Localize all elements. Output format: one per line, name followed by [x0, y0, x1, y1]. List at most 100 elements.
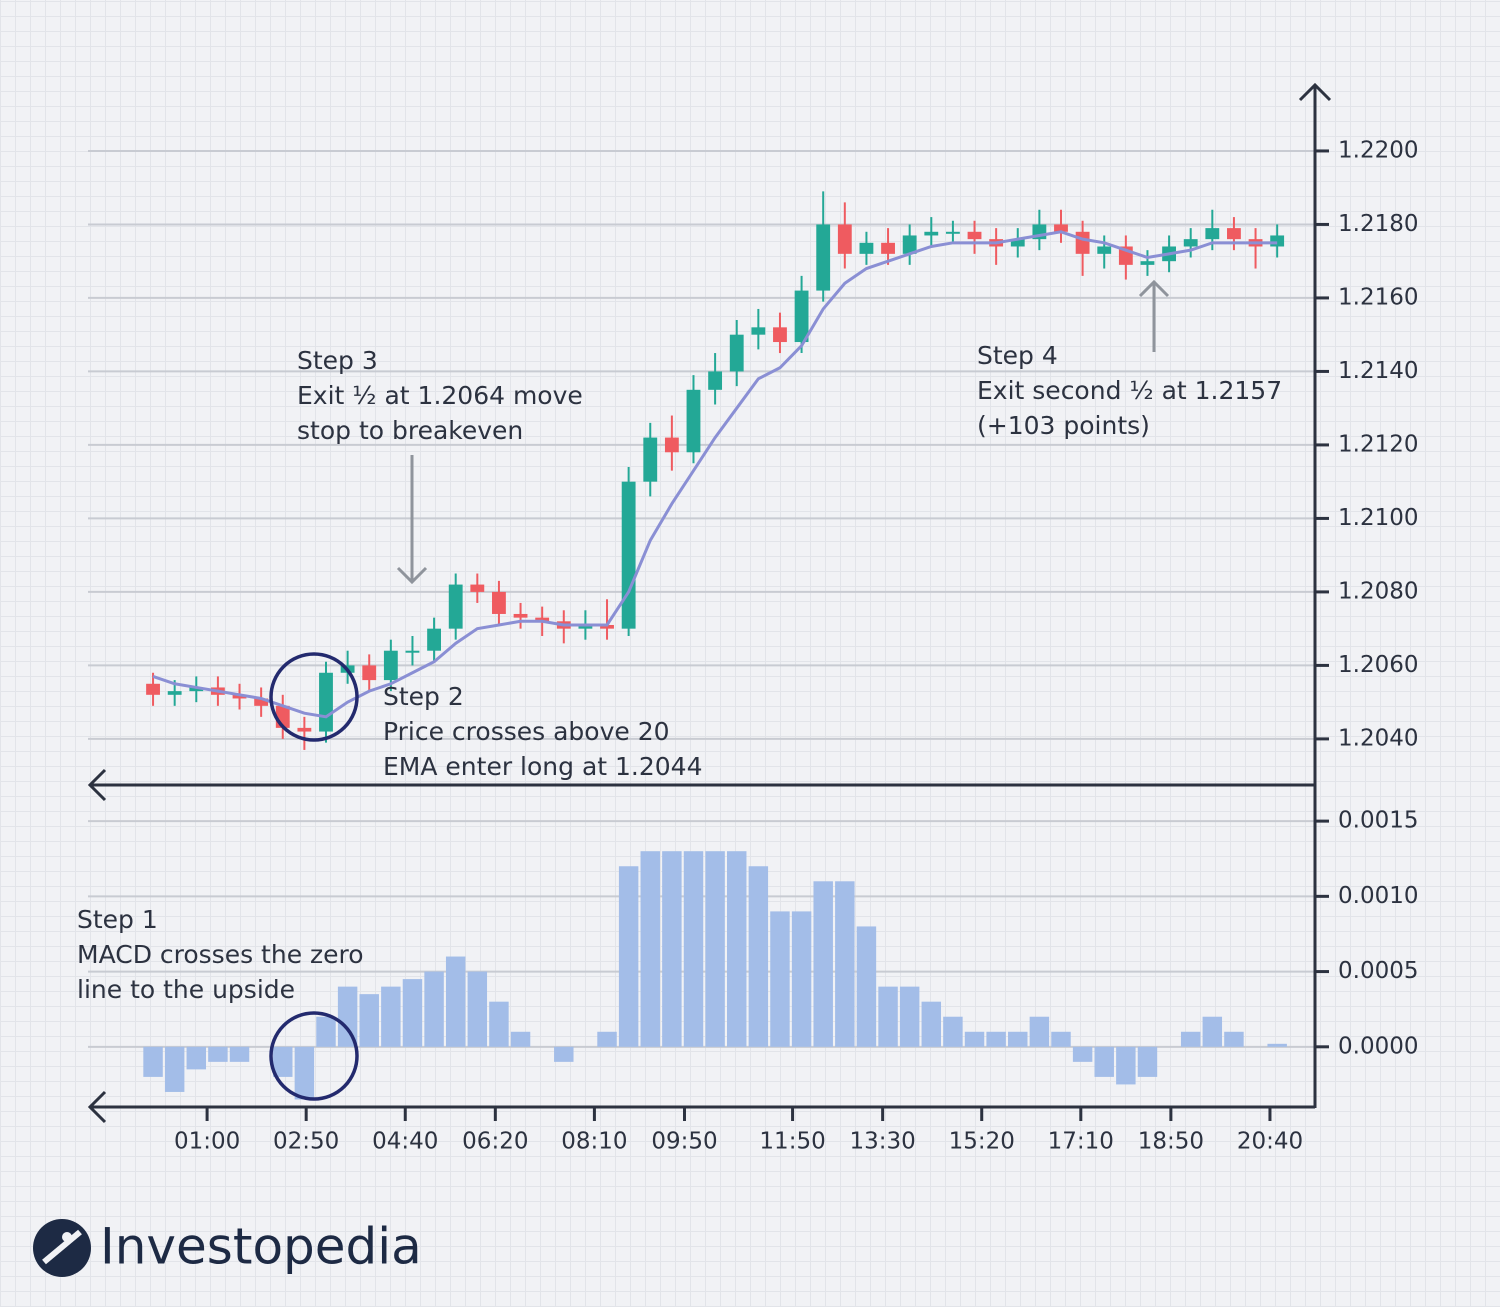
x-tick-label: 04:40 [372, 1129, 438, 1155]
annotation: Step 4 [977, 341, 1058, 370]
x-tick-label: 08:10 [561, 1129, 627, 1155]
annotation: Price crosses above 20 [383, 717, 670, 746]
bar [727, 851, 747, 1047]
candle [945, 220, 960, 243]
candle-body [621, 481, 636, 629]
candle [881, 228, 895, 265]
bar [662, 851, 682, 1047]
candle [254, 687, 269, 717]
y-tick-label: 0.0005 [1338, 958, 1418, 984]
candle [621, 466, 636, 637]
bar [1267, 1043, 1287, 1047]
x-tick-label: 02:50 [273, 1129, 339, 1155]
axes [87, 82, 1332, 1124]
candle-body [881, 242, 895, 254]
y-tick-label: 0.0010 [1338, 883, 1418, 909]
x-tick-label: 18:50 [1138, 1129, 1204, 1155]
axis-arrow [1298, 82, 1332, 102]
candle-body [362, 665, 377, 681]
candle [729, 319, 744, 387]
arrow-head [1138, 279, 1170, 298]
bar [445, 956, 466, 1047]
candle [556, 610, 571, 644]
candle [492, 580, 506, 625]
annotation: Exit ½ at 1.2064 move [297, 381, 583, 410]
candle-body [513, 613, 528, 618]
candle [1270, 224, 1285, 258]
annotation: Step 2 [383, 682, 464, 711]
annotation: Step 3 [297, 346, 378, 375]
candle-body [924, 231, 939, 236]
candle [600, 599, 614, 640]
candle-body [773, 327, 787, 343]
candle [1054, 209, 1068, 243]
candle [816, 191, 831, 302]
candle-body [664, 437, 679, 453]
candle-body [167, 691, 182, 695]
y-tick-label: 0.0000 [1338, 1033, 1418, 1059]
bar [921, 1001, 942, 1047]
candle-body [319, 672, 333, 732]
annotation: stop to breakeven [297, 416, 523, 445]
candle [751, 308, 766, 350]
logo-dot [62, 1232, 72, 1242]
candle-body [816, 224, 831, 291]
candle [1227, 217, 1241, 251]
bar [1202, 1016, 1223, 1047]
bar [1072, 1046, 1093, 1062]
arrow-head [396, 566, 428, 585]
bar [273, 1046, 293, 1077]
candle-body [1075, 231, 1090, 254]
annotation: Step 1 [77, 905, 158, 934]
candle [859, 231, 874, 265]
candle-body [1183, 239, 1198, 247]
candle-body [967, 231, 982, 240]
candle-body [578, 624, 593, 629]
candle-body [297, 727, 312, 732]
bar [986, 1031, 1006, 1047]
bar [424, 971, 444, 1047]
x-tick-label: 01:00 [174, 1129, 240, 1155]
bar [229, 1046, 250, 1062]
bar [1094, 1046, 1114, 1077]
y-tick-label: 1.2140 [1338, 358, 1418, 384]
candle [989, 228, 1004, 265]
bar [1116, 1046, 1136, 1085]
candle [427, 617, 441, 662]
x-tick-label: 20:40 [1237, 1129, 1303, 1155]
candle [967, 220, 982, 254]
candle-body [427, 628, 441, 651]
bar [1029, 1016, 1050, 1047]
candle-body [470, 584, 485, 592]
candle [297, 716, 312, 750]
x-tick-label: 15:20 [949, 1129, 1015, 1155]
y-tick-label: 1.2100 [1338, 505, 1418, 531]
y-tick-label: 1.2180 [1338, 211, 1418, 237]
candle [405, 636, 420, 666]
bar [359, 994, 379, 1047]
candle [643, 422, 658, 497]
candle-body [1097, 246, 1112, 254]
bar [878, 986, 898, 1047]
candle [1097, 235, 1112, 269]
candle [794, 275, 809, 354]
annotation: EMA enter long at 1.2044 [383, 752, 703, 781]
candle-body [1227, 228, 1241, 240]
candle [902, 224, 917, 265]
x-tick-label: 11:50 [759, 1129, 825, 1155]
candle [837, 202, 852, 269]
candle [924, 217, 939, 247]
y-tick-label: 0.0015 [1338, 808, 1418, 834]
candle-body [189, 687, 204, 692]
candle-body [859, 242, 874, 254]
highlight-circle [269, 1011, 359, 1101]
candle [146, 672, 160, 706]
bar [1224, 1031, 1244, 1047]
bar [748, 866, 769, 1047]
y-tick-label: 1.2200 [1338, 137, 1418, 163]
brand: Investopedia [100, 1218, 422, 1276]
logo-mark [42, 1229, 82, 1265]
bar [510, 1031, 531, 1047]
bar [143, 1046, 163, 1077]
candle-body [1010, 239, 1025, 247]
